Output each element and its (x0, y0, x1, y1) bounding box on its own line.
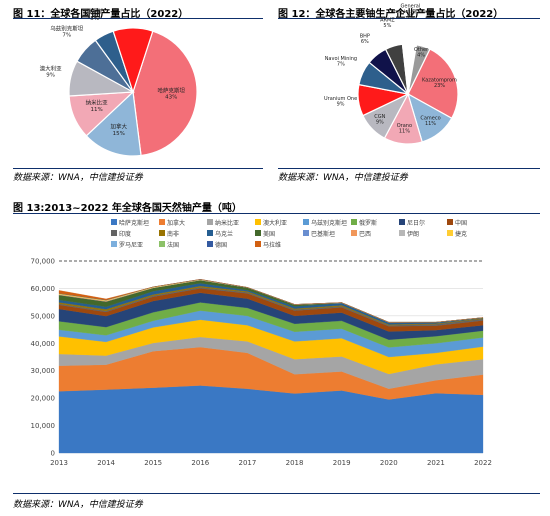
x-tick-label: 2017 (239, 459, 257, 467)
legend-swatch (447, 219, 453, 225)
legend-swatch (351, 219, 357, 225)
legend-swatch (399, 230, 405, 236)
pie-label: BHP 6% (360, 33, 370, 45)
pie-chart-company-share: Kazatomprom 23% Cameco 11% Orano 11% CGN 9% Uran… (324, 4, 459, 145)
legend-label: 俄罗斯 (359, 219, 377, 227)
legend-label: 巴西 (359, 231, 371, 238)
legend-swatch (111, 241, 117, 247)
y-tick-label: 70,000 (31, 258, 56, 266)
fig13-source: 数据来源：WNA，中信建投证券 (13, 500, 143, 510)
fig11-source: 数据来源：WNA，中信建投证券 (13, 173, 143, 183)
legend-label: 巴基斯坦 (311, 230, 335, 238)
legend-label: 纳米比亚 (215, 219, 239, 227)
fig11-source-rule (13, 168, 263, 169)
legend-swatch (207, 219, 213, 225)
legend-swatch (255, 230, 261, 236)
x-tick-label: 2019 (333, 459, 351, 467)
pie-label: 纳米比亚 11% (86, 99, 109, 113)
x-tick-label: 2021 (427, 459, 445, 467)
legend-label: 印度 (119, 230, 131, 238)
legend-label: 法国 (167, 241, 179, 249)
legend-label: 哈萨克斯坦 (119, 219, 149, 227)
fig13-source-rule (13, 493, 540, 494)
legend-swatch (207, 241, 213, 247)
pie-label: Other 4% (414, 47, 429, 59)
y-tick-label: 60,000 (31, 285, 56, 293)
pie-label: Navoi Mining 7% (325, 56, 357, 68)
legend-label: 中国 (455, 219, 467, 227)
fig12-title-rule (278, 18, 540, 19)
legend-label: 澳大利亚 (263, 219, 287, 227)
x-tick-label: 2018 (286, 459, 304, 467)
pie-slice-Kazatomprom (407, 48, 459, 120)
y-tick-label: 50,000 (31, 312, 56, 320)
pie-label: Orano 11% (397, 123, 412, 135)
x-tick-label: 2014 (97, 459, 115, 467)
x-tick-label: 2013 (50, 459, 68, 467)
pie-label: 澳大利亚 9% (40, 65, 63, 79)
pie-slice-Other (407, 44, 431, 95)
legend-swatch (447, 230, 453, 236)
fig12-title: 图 12：全球各主要铀生产企业产量占比（2022） (278, 9, 504, 20)
fig11-title-rule (13, 18, 263, 19)
pie-label: ARMZ 5% (380, 18, 395, 30)
legend-label: 乌克兰 (215, 230, 233, 238)
legend-swatch (255, 219, 261, 225)
y-tick-label: 40,000 (31, 340, 56, 348)
fig13-title-rule (13, 213, 540, 214)
legend-swatch (207, 230, 213, 236)
fig11-title: 图 11：全球各国铀产量占比（2022） (13, 9, 189, 20)
y-tick-label: 30,000 (31, 367, 56, 375)
legend-label: 伊朗 (407, 230, 419, 238)
legend-label: 马拉维 (263, 241, 281, 249)
x-tick-label: 2016 (191, 459, 209, 467)
pie-label: General Atomics/Quasar 4% (391, 4, 431, 21)
y-tick-label: 0 (51, 450, 55, 458)
fig12-source-rule (278, 168, 540, 169)
pie-slice-加拿大 (85, 90, 142, 157)
fig13-title: 图 13:2013~2022 年全球各国天然铀产量（吨） (13, 203, 242, 214)
pie-chart-country-share: 哈萨克斯坦 43% 加拿大 15%纳米比亚 11% 澳大利亚 9% 乌兹别克斯坦 7%俄罗斯 5% (40, 8, 198, 157)
pie-label: 哈萨克斯坦 43% (157, 87, 185, 101)
legend-label: 乌兹别克斯坦 (311, 219, 347, 227)
legend-label: 捷克 (455, 230, 467, 238)
x-tick-label: 2015 (144, 459, 162, 467)
fig12-source: 数据来源：WNA，中信建投证券 (278, 173, 408, 183)
x-tick-label: 2022 (474, 459, 492, 467)
legend-label: 南非 (167, 230, 179, 238)
pie-label: Cameco 11% (420, 115, 440, 127)
legend-label: 德国 (215, 241, 227, 249)
pie-slice-哈萨克斯坦 (132, 30, 198, 157)
area-series-哈萨克斯坦 (58, 385, 484, 454)
legend-swatch (159, 219, 165, 225)
legend-swatch (303, 230, 309, 236)
legend-swatch (303, 219, 309, 225)
legend-swatch (159, 241, 165, 247)
pie-label: 俄罗斯 5% (86, 8, 103, 22)
pie-label: 加拿大 15% (110, 123, 127, 137)
legend-swatch (159, 230, 165, 236)
legend-label: 尼日尔 (407, 219, 425, 227)
legend-swatch (351, 230, 357, 236)
pie-slice-other (112, 27, 154, 94)
legend-swatch (111, 230, 117, 236)
x-tick-label: 2020 (380, 459, 398, 467)
area-series-马拉维 (58, 279, 484, 323)
y-tick-label: 10,000 (31, 422, 56, 430)
pie-label: 乌兹别克斯坦 7% (50, 25, 84, 39)
legend-label: 罗马尼亚 (119, 241, 143, 249)
y-tick-label: 20,000 (31, 395, 56, 403)
pie-label: Uranium One 9% (324, 96, 357, 108)
legend-swatch (255, 241, 261, 247)
legend-label: 加拿大 (167, 219, 185, 227)
legend-swatch (111, 219, 117, 225)
pie-label: CGN 9% (374, 114, 385, 126)
legend-label: 美国 (263, 230, 275, 238)
legend-swatch (399, 219, 405, 225)
pie-label: Kazatomprom 23% (422, 77, 457, 89)
